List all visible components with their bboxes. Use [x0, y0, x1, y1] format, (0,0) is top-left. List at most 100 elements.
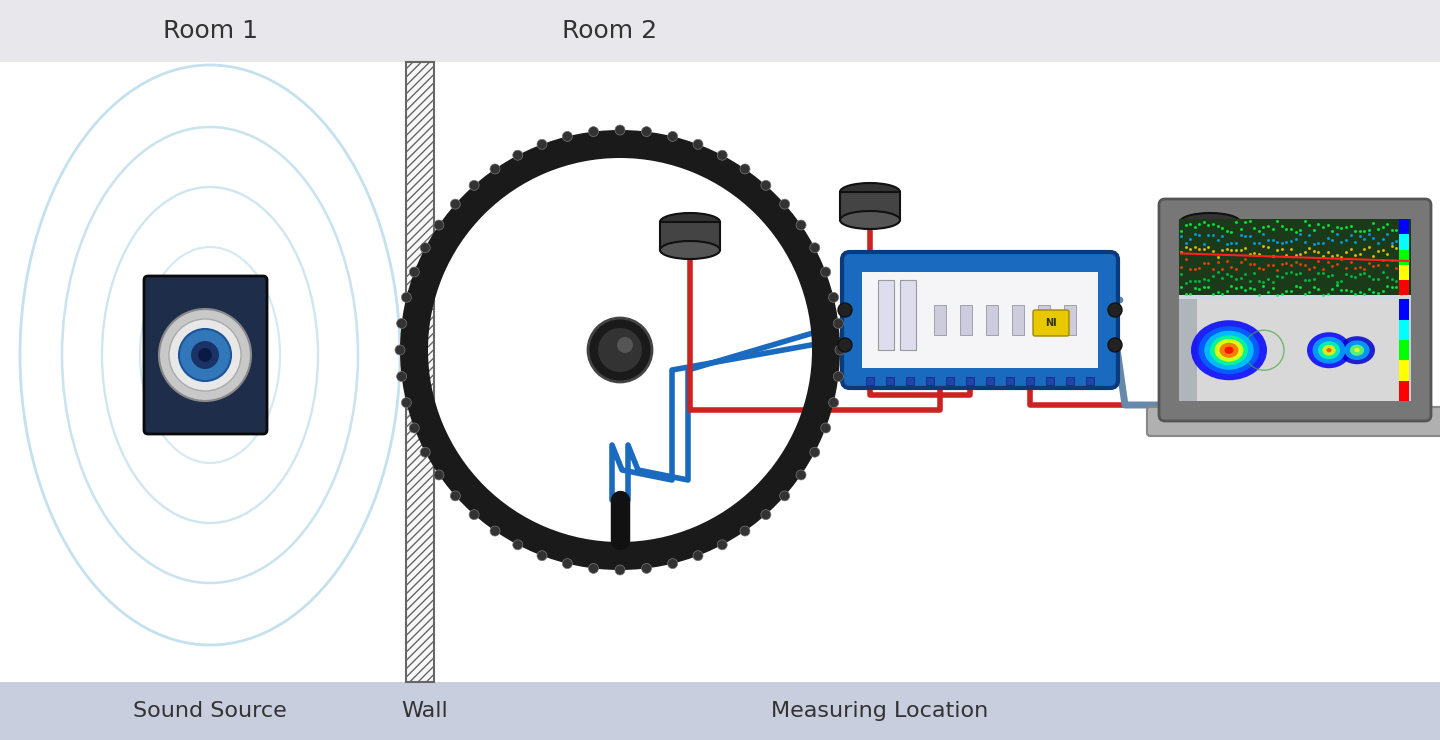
Point	[1284, 249, 1308, 260]
Circle shape	[588, 318, 652, 382]
Point	[1375, 258, 1398, 270]
Ellipse shape	[1191, 320, 1267, 380]
Bar	[1025, 377, 1034, 385]
Point	[1297, 263, 1320, 275]
Point	[1243, 222, 1266, 234]
Point	[1179, 275, 1202, 287]
Point	[1308, 246, 1331, 258]
Point	[1375, 280, 1398, 292]
Point	[1348, 230, 1371, 242]
Circle shape	[615, 125, 625, 135]
Point	[1247, 275, 1270, 287]
Bar	[1400, 235, 1408, 249]
Point	[1238, 215, 1261, 227]
Circle shape	[740, 526, 750, 536]
Circle shape	[513, 539, 523, 550]
Point	[1234, 268, 1257, 280]
Point	[1230, 223, 1253, 235]
Point	[1234, 216, 1257, 228]
Point	[1230, 281, 1253, 293]
Point	[1320, 260, 1344, 272]
Point	[1308, 267, 1331, 279]
FancyBboxPatch shape	[842, 252, 1117, 388]
Point	[1201, 263, 1224, 275]
Point	[1302, 245, 1325, 257]
Point	[1169, 260, 1192, 272]
Bar	[1038, 305, 1050, 335]
Bar	[1064, 305, 1076, 335]
Circle shape	[433, 470, 444, 480]
Point	[1184, 240, 1207, 252]
Circle shape	[796, 470, 806, 480]
Point	[1312, 237, 1335, 249]
Point	[1274, 285, 1297, 297]
Text: NI: NI	[1045, 318, 1057, 328]
Circle shape	[589, 127, 599, 137]
Ellipse shape	[1308, 332, 1351, 369]
Point	[1179, 263, 1202, 275]
Point	[1352, 226, 1375, 238]
Point	[1192, 238, 1215, 250]
Circle shape	[796, 220, 806, 230]
Circle shape	[838, 303, 852, 317]
Bar	[1179, 222, 1240, 250]
Ellipse shape	[1322, 345, 1335, 356]
Bar	[886, 377, 894, 385]
Bar	[946, 377, 953, 385]
Point	[1247, 263, 1270, 275]
Point	[1174, 240, 1197, 252]
Point	[1302, 272, 1325, 284]
Point	[1243, 238, 1266, 249]
Point	[1220, 238, 1243, 249]
Point	[1251, 221, 1274, 233]
Point	[1358, 269, 1381, 281]
Point	[1184, 221, 1207, 232]
Point	[1169, 269, 1192, 280]
Point	[1339, 256, 1362, 268]
Point	[1381, 224, 1404, 236]
Circle shape	[641, 127, 651, 137]
Point	[1192, 216, 1215, 228]
Bar	[906, 377, 914, 385]
Circle shape	[740, 164, 750, 174]
Circle shape	[834, 371, 844, 382]
Ellipse shape	[1354, 348, 1359, 352]
Point	[1179, 243, 1202, 255]
Point	[1243, 258, 1266, 269]
Ellipse shape	[1179, 241, 1240, 259]
Point	[1238, 249, 1261, 260]
Point	[1302, 238, 1325, 249]
Bar	[1179, 219, 1411, 295]
Point	[1188, 218, 1211, 230]
Point	[1375, 228, 1398, 240]
Point	[1192, 281, 1215, 293]
Point	[1243, 283, 1266, 295]
Point	[1184, 275, 1207, 286]
Point	[1266, 244, 1289, 256]
Point	[1174, 219, 1197, 231]
Circle shape	[641, 563, 651, 574]
Point	[1243, 248, 1266, 260]
Point	[1352, 266, 1375, 278]
Circle shape	[396, 371, 406, 382]
Point	[1179, 218, 1202, 229]
Point	[1367, 238, 1390, 249]
Point	[1270, 258, 1293, 269]
Point	[1335, 246, 1358, 258]
Point	[1230, 256, 1253, 268]
Circle shape	[199, 348, 212, 362]
Circle shape	[409, 423, 419, 433]
Point	[1184, 263, 1207, 275]
Point	[1320, 269, 1344, 281]
Point	[1261, 223, 1284, 235]
Point	[1312, 221, 1335, 233]
Point	[1280, 243, 1303, 255]
Point	[1188, 275, 1211, 287]
Point	[1385, 235, 1408, 246]
Circle shape	[821, 267, 831, 277]
Bar	[406, 62, 433, 682]
Point	[1207, 266, 1230, 278]
Point	[1312, 268, 1335, 280]
FancyBboxPatch shape	[1032, 310, 1068, 336]
Point	[1331, 235, 1354, 247]
